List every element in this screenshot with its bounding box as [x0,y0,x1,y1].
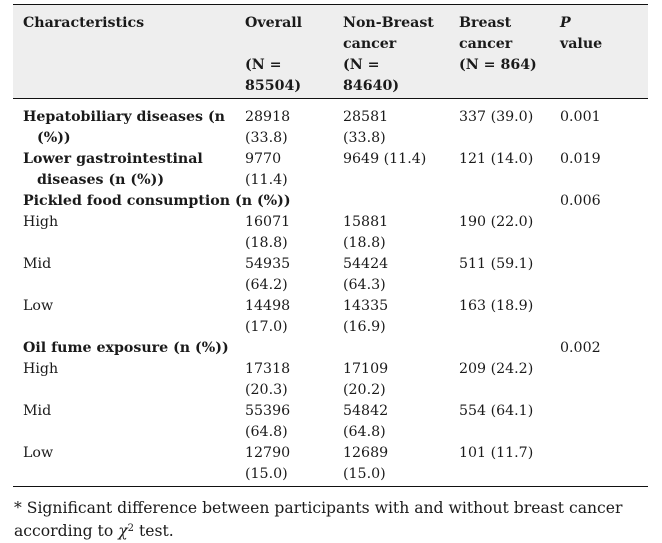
cell-lowergi-breast: 121 (14.0) [459,151,534,167]
cell-hepato-breast: 337 (39.0) [459,109,534,125]
cell-pickled-high-breast: 190 (22.0) [459,214,534,230]
row-label-pickled-mid: Mid [23,256,52,272]
cell-oil-low-breast: 101 (11.7) [459,445,534,461]
cell-oil-mid-overall: 55396 (64.8) [245,403,291,440]
footnote-line-1: Significant difference between participa… [26,499,623,517]
cell-pickled-high-nonbreast: 15881 (18.8) [343,214,389,251]
cell-pickled-low-overall: 14498 (17.0) [245,298,291,335]
table-bottom-rule [13,486,648,487]
table-footnote: * Significant difference between partici… [14,499,623,540]
row-label-pickled-low: Low [23,298,54,314]
row-label-lower-gi: Lower gastrointestinal diseases (n (%)) [23,151,203,188]
cell-oil-high-overall: 17318 (20.3) [245,361,291,398]
cell-lowergi-p: 0.019 [560,151,601,167]
cell-oil-mid-nonbreast: 54842 (64.8) [343,403,389,440]
cell-hepato-nonbreast: 28581 (33.8) [343,109,389,146]
header-non-breast-cancer: Non-Breast cancer (N = 84640) [343,15,434,94]
cell-pickled-mid-nonbreast: 54424 (64.3) [343,256,389,293]
cell-pickled-mid-breast: 511 (59.1) [459,256,534,272]
row-label-pickled-high: High [23,214,59,230]
cell-oil-low-nonbreast: 12689 (15.0) [343,445,389,482]
table-header-rule [13,98,648,99]
cell-oil-p: 0.002 [560,340,601,356]
cell-oil-low-overall: 12790 (15.0) [245,445,291,482]
cell-pickled-mid-overall: 54935 (64.2) [245,256,291,293]
cell-oil-high-nonbreast: 17109 (20.2) [343,361,389,398]
header-overall: Overall (N = 85504) [245,15,303,94]
table-top-rule [13,4,648,5]
cell-hepato-p: 0.001 [560,109,601,125]
row-label-oil-mid: Mid [23,403,52,419]
cell-pickled-low-breast: 163 (18.9) [459,298,534,314]
cell-pickled-low-nonbreast: 14335 (16.9) [343,298,389,335]
cell-lowergi-overall: 9770 (11.4) [245,151,288,188]
cell-oil-high-breast: 209 (24.2) [459,361,534,377]
cell-oil-mid-breast: 554 (64.1) [459,403,534,419]
cell-lowergi-nonbreast: 9649 (11.4) [343,151,427,167]
cell-pickled-p: 0.006 [560,193,601,209]
header-characteristics: Characteristics [23,15,145,31]
header-p-value: P value [560,15,603,52]
chi-symbol: χ [118,522,128,540]
header-breast-cancer: Breast cancer (N = 864) [459,15,537,73]
row-label-oil-fume: Oil fume exposure (n (%)) [23,340,229,356]
cell-hepato-overall: 28918 (33.8) [245,109,291,146]
table-header-background [13,4,648,98]
row-label-oil-low: Low [23,445,54,461]
footnote-marker: * [14,499,22,517]
row-label-hepatobiliary: Hepatobiliary diseases (n (%)) [23,109,225,146]
row-label-pickled-food: Pickled food consumption (n (%)) [23,193,291,209]
row-label-oil-high: High [23,361,59,377]
cell-pickled-high-overall: 16071 (18.8) [245,214,291,251]
